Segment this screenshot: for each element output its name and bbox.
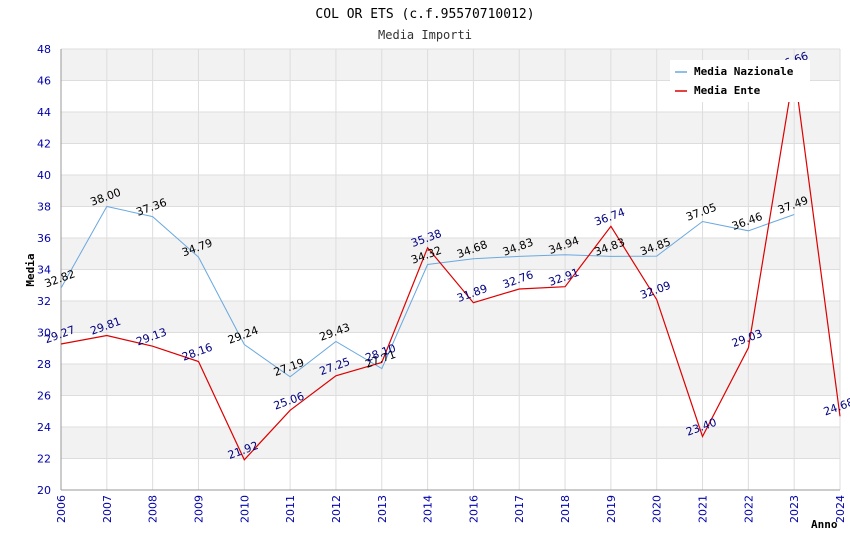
x-tick-labels: 2006 2007 2008 2009 2010 2011 2012 2013 2014 2016…	[55, 495, 847, 523]
band-34	[61, 238, 840, 270]
y-tick-48: 48	[37, 43, 51, 56]
x-tick-2012: 2012	[330, 495, 343, 523]
y-tick-20: 20	[37, 484, 51, 497]
x-tick-2013: 2013	[376, 495, 389, 523]
x-tick-2024: 2024	[834, 495, 847, 523]
y-tick-32: 32	[37, 295, 51, 308]
y-tick-34: 34	[37, 264, 51, 277]
y-tick-22: 22	[37, 453, 51, 466]
data-label-media-ente-2024: 24.68	[822, 396, 850, 419]
x-tick-2018: 2018	[559, 495, 572, 523]
axes	[60, 49, 840, 491]
y-tick-40: 40	[37, 169, 51, 182]
y-tick-28: 28	[37, 358, 51, 371]
band-26	[61, 364, 840, 396]
x-axis-label: Anno	[811, 518, 838, 531]
band-42	[61, 112, 840, 144]
data-label-media-nazionale-2022: 36.46	[730, 210, 764, 233]
chart-subtitle: Media Importi	[378, 28, 472, 42]
chart-title: COL OR ETS (c.f.95570710012)	[315, 7, 534, 22]
band-30	[61, 301, 840, 333]
y-tick-36: 36	[37, 232, 51, 245]
series-line-media-ente	[60, 70, 841, 461]
plot-background-bands	[61, 49, 840, 459]
band-38	[61, 175, 840, 207]
x-tick-2008: 2008	[147, 495, 160, 523]
x-tick-2010: 2010	[238, 495, 251, 523]
band-22	[61, 427, 840, 459]
x-tick-2006: 2006	[55, 495, 68, 523]
x-tick-2009: 2009	[192, 495, 205, 523]
x-tick-2016: 2016	[467, 495, 480, 523]
y-tick-38: 38	[37, 201, 51, 214]
y-axis-label: Media	[24, 253, 37, 286]
y-tick-26: 26	[37, 390, 51, 403]
y-tick-labels: 20 22 24 26 28 30 32 34 36 38 40 42 44 46 48	[37, 43, 51, 497]
x-tick-2019: 2019	[605, 495, 618, 523]
legend: Media Nazionale Media Ente	[670, 60, 810, 102]
y-tick-44: 44	[37, 106, 51, 119]
x-tick-2021: 2021	[697, 495, 710, 523]
y-tick-42: 42	[37, 138, 51, 151]
data-label-media-ente-2009: 28.16	[180, 341, 214, 364]
y-tick-30: 30	[37, 327, 51, 340]
y-tick-46: 46	[37, 75, 51, 88]
x-tick-2020: 2020	[651, 495, 664, 523]
legend-background	[670, 60, 810, 102]
x-tick-2017: 2017	[513, 495, 526, 523]
x-tick-2023: 2023	[788, 495, 801, 523]
y-tick-24: 24	[37, 421, 51, 434]
series-line-media-nazionale	[60, 205, 795, 378]
x-tick-2022: 2022	[742, 495, 755, 523]
legend-label-media-nazionale: Media Nazionale	[694, 65, 794, 78]
series-lines	[60, 70, 841, 461]
data-label-media-ente-2017: 32.76	[501, 268, 535, 291]
data-label-media-ente-2019: 36.74	[593, 206, 627, 229]
legend-label-media-ente: Media Ente	[694, 84, 761, 97]
x-tick-2007: 2007	[101, 495, 114, 523]
x-tick-2011: 2011	[284, 495, 297, 523]
x-tick-2014: 2014	[422, 495, 435, 523]
